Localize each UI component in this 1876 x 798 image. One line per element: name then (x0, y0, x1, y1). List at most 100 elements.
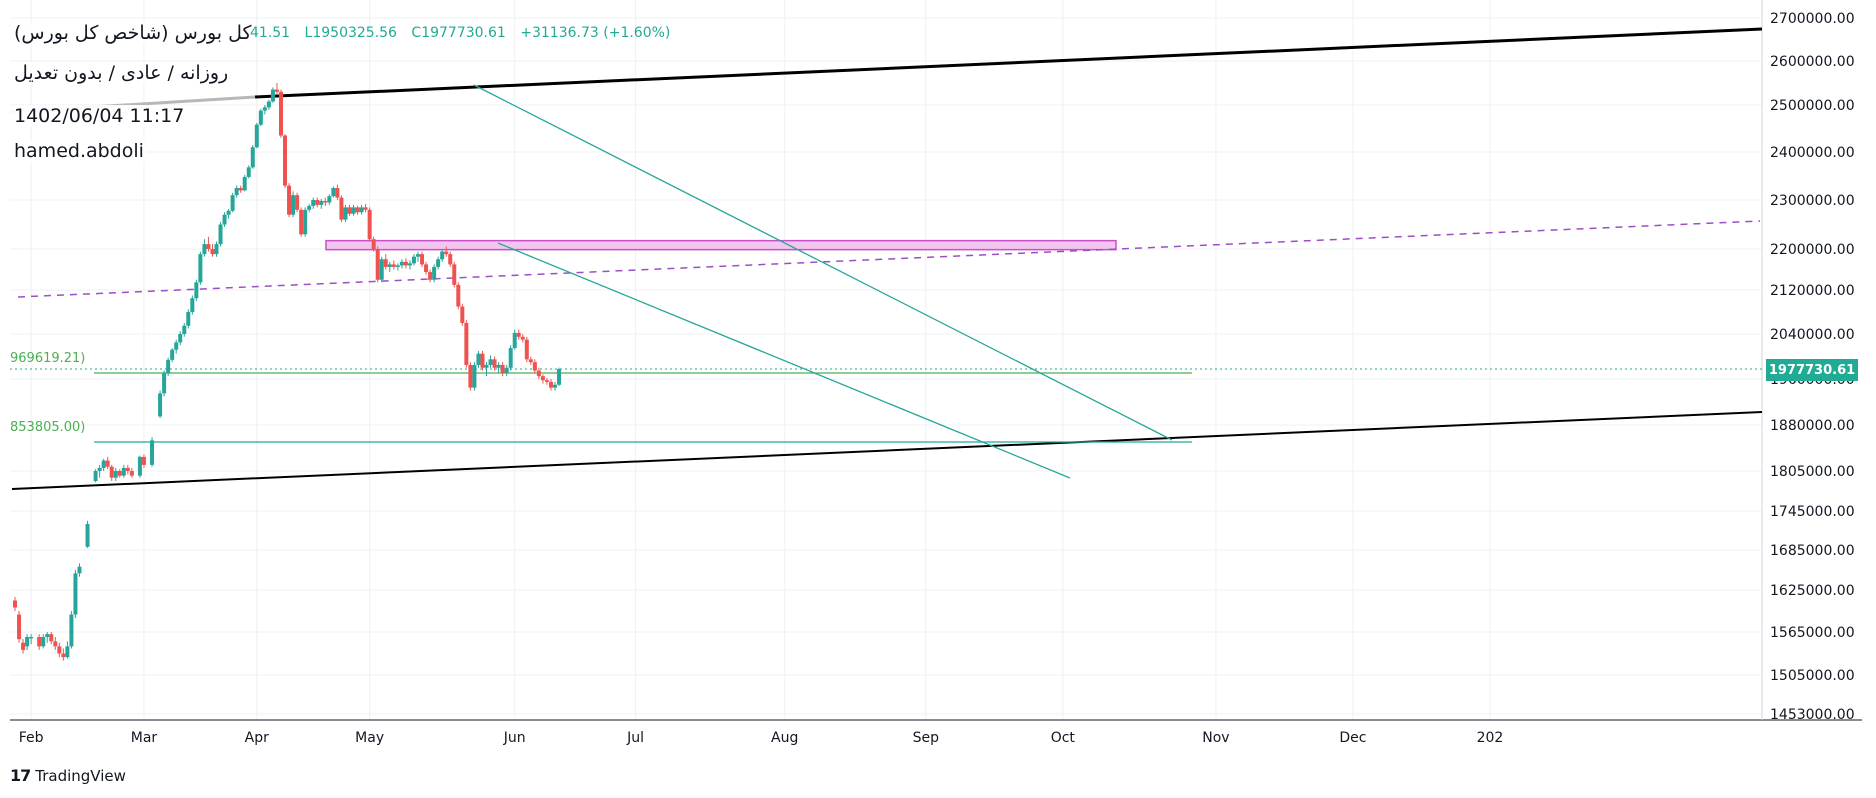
candle-body (246, 167, 251, 177)
candle-body (45, 634, 50, 638)
ohlc-legend: 41.51 L1950325.56 C1977730.61 +31136.73 … (250, 25, 680, 41)
candle-body (214, 244, 219, 255)
candle-body (488, 359, 493, 365)
candle-body (319, 200, 324, 205)
candle-body (387, 264, 392, 267)
candle-body (468, 364, 473, 388)
candle-body (496, 364, 501, 368)
candle-body (178, 334, 183, 343)
tradingview-logo[interactable]: 𝟭𝟳 TradingView (10, 766, 126, 785)
candle-body (21, 642, 26, 650)
candle-body (403, 261, 408, 266)
candle-body (299, 209, 304, 235)
candle-body (540, 376, 545, 381)
candle-body (109, 466, 114, 478)
candle-body (480, 353, 485, 368)
candle-body (53, 641, 58, 647)
candle-body (238, 188, 243, 191)
candle-body (416, 254, 420, 257)
chart-subtitle: روزانه / عادی / بدون تعدیل (10, 62, 233, 84)
candle-body (150, 440, 155, 465)
candle-body (311, 200, 316, 206)
candle-body (283, 135, 288, 186)
candle-body (347, 207, 352, 214)
candle-body (327, 196, 332, 203)
y-tick-label: 2120000.00 (1770, 283, 1855, 299)
candle-body (407, 263, 412, 266)
candle-body (335, 188, 340, 198)
candle-body (476, 353, 481, 365)
ohlc-low: L1950325.56 (304, 25, 397, 41)
x-tick-label: May (355, 730, 384, 746)
channel-lower (497, 242, 1071, 479)
x-tick-label: Jul (626, 730, 644, 746)
candle-body (17, 614, 22, 640)
candle-body (226, 210, 231, 215)
candle-body (101, 460, 106, 468)
candle-body (270, 89, 275, 102)
dashed-trendline (17, 220, 1761, 298)
candle-body (544, 380, 549, 382)
candle-body (391, 264, 396, 267)
ohlc-close: C1977730.61 (411, 25, 506, 41)
candle-body (137, 456, 142, 476)
candle-body (536, 370, 541, 377)
candle-body (472, 364, 477, 388)
candle-body (424, 264, 429, 273)
candle-body (492, 359, 497, 368)
candle-body (254, 124, 259, 148)
candle-body (484, 364, 489, 368)
candle-body (117, 471, 122, 476)
candle-body (129, 471, 134, 476)
candle-body (37, 637, 42, 647)
candle-body (97, 467, 102, 471)
y-tick-label: 2200000.00 (1770, 242, 1855, 258)
candle-body (13, 600, 17, 608)
candle-body (190, 298, 195, 312)
tradingview-icon: 𝟭𝟳 (10, 766, 31, 785)
y-tick-label: 1745000.00 (1770, 504, 1855, 520)
candle-body (182, 325, 187, 334)
x-tick-label: Aug (771, 730, 798, 746)
candle-body (230, 195, 235, 211)
candle-body (218, 224, 223, 245)
candle-body (367, 209, 372, 240)
candle-body (343, 207, 348, 220)
candle-body (291, 195, 296, 215)
candle-body (258, 110, 263, 125)
y-tick-label: 2700000.00 (1770, 11, 1855, 27)
chart-datetime: 1402/06/04 11:17 (10, 105, 189, 127)
candle-body (411, 256, 416, 264)
candle-body (61, 653, 66, 658)
y-tick-label: 2040000.00 (1770, 327, 1855, 343)
candle-body (399, 261, 404, 266)
candle-body (113, 471, 118, 478)
fib-label-1: 969619.21) (10, 351, 86, 366)
candle-body (548, 381, 553, 388)
candle-body (428, 272, 433, 280)
x-tick-label: Dec (1339, 730, 1366, 746)
last-price-tag: 1977730.61 (1766, 359, 1858, 381)
candle-body (170, 349, 175, 360)
fib-label-2: 853805.00) (10, 420, 86, 435)
candle-body (287, 185, 292, 215)
y-tick-label: 1685000.00 (1770, 543, 1855, 559)
candle-body (158, 393, 163, 417)
ohlc-high: 41.51 (250, 25, 291, 41)
candle-body (29, 637, 34, 639)
y-tick-label: 2500000.00 (1770, 98, 1855, 114)
candle-body (198, 254, 203, 283)
candle-body (93, 471, 98, 481)
candle-body (242, 176, 247, 191)
y-tick-label: 2300000.00 (1770, 193, 1855, 209)
candle-body (339, 197, 344, 220)
candle-body (464, 323, 469, 365)
x-tick-label: Nov (1202, 730, 1229, 746)
candle-body (440, 251, 445, 260)
y-tick-label: 1565000.00 (1770, 625, 1855, 641)
candle-body (162, 373, 167, 394)
y-tick-label: 1625000.00 (1770, 583, 1855, 599)
candle-body (371, 239, 376, 249)
candle-body (363, 207, 368, 210)
